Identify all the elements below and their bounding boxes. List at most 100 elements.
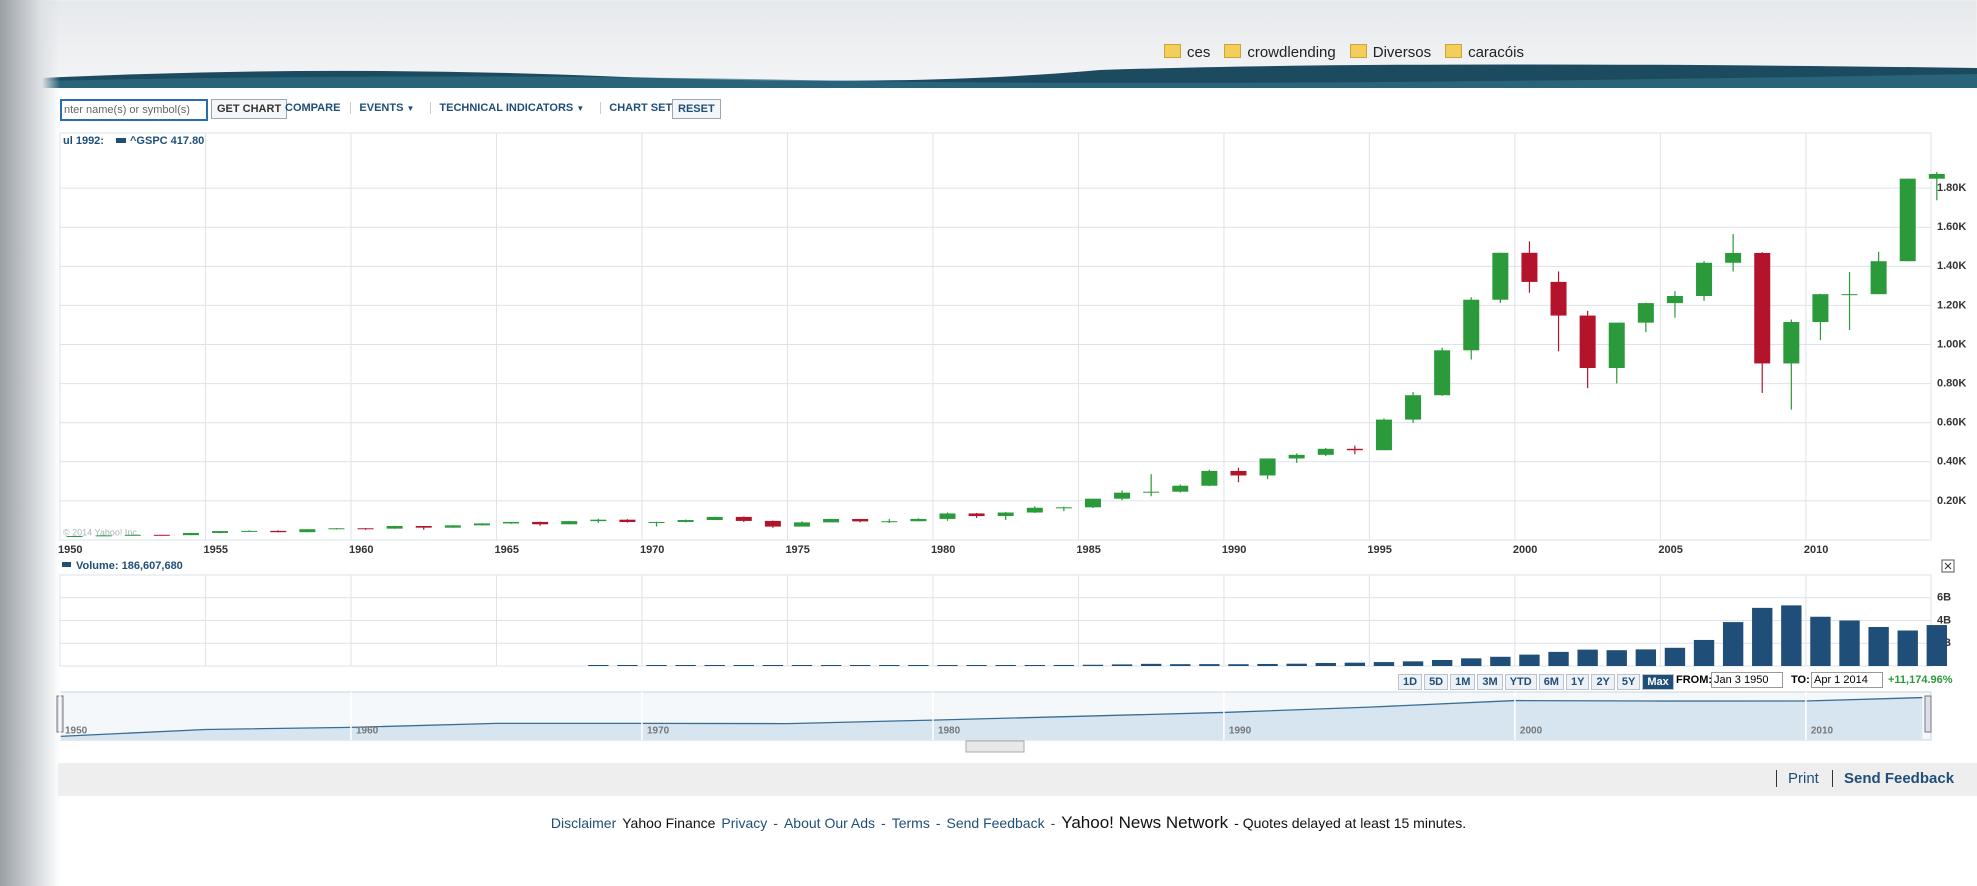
candle-body (1084, 498, 1101, 508)
left-blur (0, 0, 60, 886)
x-tick-label: 1975 (785, 544, 809, 556)
footer-item[interactable]: About Our Ads (783, 815, 876, 831)
volume-bar (646, 665, 667, 666)
header-wave (0, 64, 1977, 88)
range-button[interactable]: 3M (1477, 674, 1503, 690)
candle-body (1579, 315, 1596, 369)
volume-bar (1111, 664, 1133, 666)
volume-bar (1402, 661, 1424, 666)
range-button[interactable]: 2Y (1591, 674, 1615, 690)
candle-body (415, 526, 432, 528)
range-button[interactable]: 6M (1538, 674, 1564, 690)
range-button[interactable]: 1Y (1565, 674, 1590, 690)
x-tick-label: 2005 (1658, 544, 1682, 556)
get-chart-button[interactable]: GET CHART (211, 99, 288, 119)
footer-item[interactable]: Terms (891, 815, 930, 831)
volume-bar (791, 665, 813, 666)
volume-bar (937, 665, 958, 666)
footer-item: Yahoo Finance (622, 815, 716, 831)
y-tick-label: 1.20K (1937, 299, 1966, 311)
range-button[interactable]: 1D (1398, 674, 1423, 690)
candle-body (1754, 252, 1771, 364)
candle-body (95, 535, 112, 537)
y-tick-label: 1.60K (1937, 221, 1966, 233)
candle-body (1026, 507, 1043, 513)
from-label: FROM: (1676, 674, 1713, 686)
candle-body (1201, 470, 1218, 486)
candle-body (677, 520, 694, 522)
x-tick-label: 1990 (1222, 544, 1246, 556)
range-button[interactable]: Max (1642, 674, 1674, 690)
volume-bar (1839, 620, 1860, 666)
reset-button[interactable]: RESET (672, 99, 721, 119)
footer-item: Yahoo! News Network (1061, 813, 1229, 832)
send-feedback-link[interactable]: Send Feedback (1832, 770, 1954, 787)
candle-body (1492, 252, 1509, 300)
from-input[interactable]: Jan 3 1950 (1711, 672, 1783, 688)
folder-icon (1349, 44, 1367, 58)
volume-bar (1810, 616, 1831, 666)
volume-bar (1286, 663, 1307, 666)
change: +11,174.96% (1888, 674, 1953, 686)
footer-item[interactable]: Send Feedback (946, 815, 1045, 831)
x-tick-label: 1995 (1367, 544, 1391, 556)
candle-body (1812, 294, 1829, 323)
volume-bar (704, 665, 725, 666)
bookmark[interactable]: Diversos (1372, 44, 1432, 61)
range-button[interactable]: 5D (1424, 674, 1449, 690)
volume-bar (1752, 607, 1773, 666)
footer-item: - (773, 815, 778, 831)
footer-item[interactable]: Privacy (721, 815, 768, 831)
y-tick-label: 1.40K (1937, 260, 1966, 272)
footer-item: - (881, 815, 886, 831)
volume-title: Volume: 186,607,680 (76, 560, 183, 572)
folder-icon (1224, 44, 1242, 58)
candle-body (1608, 322, 1625, 369)
range-button[interactable]: YTD (1504, 674, 1537, 690)
search-input[interactable]: nter name(s) or symbol(s) (60, 99, 208, 121)
x-tick-label: 2000 (1513, 544, 1537, 556)
bookmark[interactable]: caracóis (1468, 44, 1524, 61)
menu-item[interactable]: EVENTS ▼ (350, 102, 415, 114)
footer-item: - (1050, 815, 1056, 831)
candle-body (503, 521, 520, 524)
candle-body (1114, 492, 1131, 499)
footer-item[interactable]: Disclaimer (550, 815, 617, 831)
legend-label: ^GSPC 417.80 (130, 135, 204, 147)
plot-frame (59, 132, 1932, 541)
candle-body (997, 512, 1014, 517)
volume-bar (1461, 658, 1482, 666)
navigator-tick-label: 1970 (647, 726, 670, 737)
range-button[interactable]: 1M (1450, 674, 1476, 690)
candle-body (182, 532, 199, 536)
volume-bar (908, 665, 929, 666)
candle-body (153, 534, 170, 536)
volume-bar (1548, 651, 1569, 666)
volume-bar (1577, 649, 1598, 666)
x-tick-label: 1955 (203, 544, 227, 556)
navigator-tick-label: 2010 (1811, 726, 1834, 737)
volume-bar (1257, 663, 1278, 666)
nav-handle-right[interactable] (1924, 695, 1932, 733)
bookmark[interactable]: ces (1187, 44, 1211, 61)
nav-scroll-handle[interactable] (965, 740, 1025, 753)
volume-bar (588, 665, 609, 666)
close-volume[interactable] (1941, 559, 1955, 573)
volume-bar (1228, 664, 1249, 666)
navigator-tick-label: 2000 (1520, 726, 1543, 737)
x-tick-label: 1970 (640, 544, 664, 556)
print-link[interactable]: Print (1776, 770, 1819, 787)
volume-bar (1664, 647, 1686, 666)
range-button[interactable]: 5Y (1616, 674, 1641, 690)
candle-body (910, 518, 927, 522)
to-input[interactable]: Apr 1 2014 (1811, 672, 1883, 688)
candle-body (1696, 262, 1713, 296)
volume-bar (1606, 650, 1627, 666)
candle-body (124, 534, 141, 536)
x-tick-label: 1980 (931, 544, 955, 556)
menu-item[interactable]: TECHNICAL INDICATORS ▼ (430, 102, 585, 114)
bookmark[interactable]: crowdlending (1247, 44, 1336, 61)
candle-body (1899, 178, 1916, 262)
menu-item[interactable]: COMPARE (285, 102, 341, 114)
